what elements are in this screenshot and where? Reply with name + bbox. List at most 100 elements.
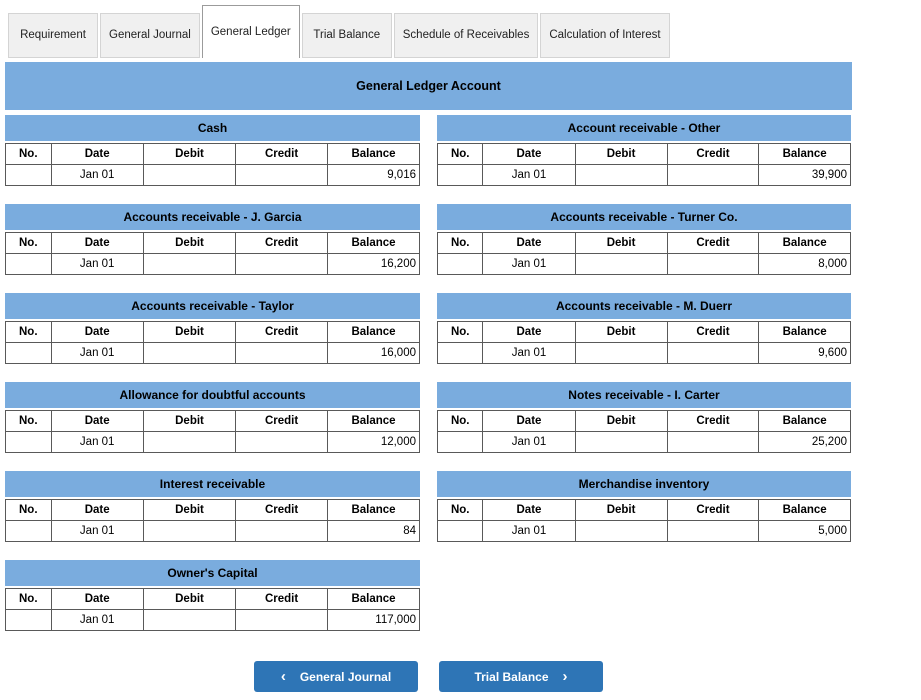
ledger-table: No. Date Debit Credit Balance Jan 01 12,000 [5,410,420,453]
ledger-table: No. Date Debit Credit Balance Jan 01 5,000 [436,499,851,542]
tab-label: Calculation of Interest [549,29,661,42]
column-header-credit: Credit [235,410,329,432]
cell-no [5,164,52,186]
cell-balance: 12,000 [327,431,420,453]
ledger-table: No. Date Debit Credit Balance Jan 01 8,000 [436,232,851,275]
cell-credit [666,342,760,364]
ledger-table: No. Date Debit Credit Balance Jan 01 84 [5,499,420,542]
column-header-balance: Balance [327,588,420,610]
tab-general-journal[interactable]: General Journal [100,13,200,58]
cell-no [5,609,52,631]
account-title: Accounts receivable - J. Garcia [5,204,420,230]
cell-no [5,431,52,453]
account-block-accounts-receivable-m-duerr: Accounts receivable - M. Duerr No. Date De… [436,293,851,364]
cell-date: Jan 01 [50,164,144,186]
cell-debit [142,164,237,186]
cell-balance: 9,600 [758,342,851,364]
ledger-data-row: Jan 01 5,000 [436,520,851,542]
cell-debit [142,253,237,275]
column-header-balance: Balance [327,143,420,165]
cell-no [436,164,484,186]
account-block-interest-receivable: Interest receivable No. Date Debit Credit Ba… [5,471,420,542]
account-block-accounts-receivable-taylor: Accounts receivable - Taylor No. Date Debi… [5,293,420,364]
account-title: Accounts receivable - Turner Co. [437,204,851,230]
account-block-accounts-receivable-turner-co: Accounts receivable - Turner Co. No. Date… [436,204,851,275]
column-header-debit: Debit [142,410,237,432]
ledger-data-row: Jan 01 25,200 [436,431,851,453]
trial-balance-button[interactable]: Trial Balance › [439,661,603,692]
column-header-date: Date [482,410,576,432]
column-header-no: No. [436,410,484,432]
cell-credit [235,253,329,275]
account-title: Interest receivable [5,471,420,497]
general-journal-button-label: General Journal [299,669,392,684]
cell-no [5,342,52,364]
cell-debit [574,520,668,542]
tab-label: Trial Balance [313,29,381,42]
ledger-header-row: No. Date Debit Credit Balance [5,143,420,165]
column-header-debit: Debit [142,588,237,610]
account-title: Merchandise inventory [437,471,851,497]
tab-label: General Journal [109,29,191,42]
cell-balance: 25,200 [758,431,851,453]
account-title: Account receivable - Other [437,115,851,141]
cell-date: Jan 01 [50,253,144,275]
ledger-table: No. Date Debit Credit Balance Jan 01 9,600 [436,321,851,364]
tab-calculation-of-interest[interactable]: Calculation of Interest [540,13,670,58]
ledger-table: No. Date Debit Credit Balance Jan 01 25,200 [436,410,851,453]
ledger-data-row: Jan 01 9,600 [436,342,851,364]
cell-balance: 84 [327,520,420,542]
cell-credit [235,164,329,186]
cell-date: Jan 01 [482,253,576,275]
column-header-debit: Debit [574,232,668,254]
cell-date: Jan 01 [482,342,576,364]
ledger-data-row: Jan 01 16,000 [5,342,420,364]
ledger-header-row: No. Date Debit Credit Balance [5,321,420,343]
cell-balance: 39,900 [758,164,851,186]
column-header-no: No. [436,321,484,343]
cell-credit [235,342,329,364]
accounts-column-right: Account receivable - Other No. Date Debit C… [436,115,851,560]
ledger-header-row: No. Date Debit Credit Balance [436,410,851,432]
column-header-credit: Credit [666,143,760,165]
cell-balance: 117,000 [327,609,420,631]
column-header-date: Date [50,321,144,343]
column-header-debit: Debit [574,499,668,521]
column-header-date: Date [50,143,144,165]
column-header-debit: Debit [142,232,237,254]
general-journal-button[interactable]: ‹ General Journal [254,661,418,692]
ledger-table: No. Date Debit Credit Balance Jan 01 117,000 [5,588,420,631]
ledger-header-row: No. Date Debit Credit Balance [436,499,851,521]
column-header-debit: Debit [142,321,237,343]
column-header-debit: Debit [142,499,237,521]
cell-balance: 16,200 [327,253,420,275]
column-header-balance: Balance [758,143,851,165]
cell-credit [666,520,760,542]
cell-balance: 8,000 [758,253,851,275]
cell-date: Jan 01 [50,342,144,364]
trial-balance-button-label: Trial Balance [474,669,549,684]
ledger-data-row: Jan 01 117,000 [5,609,420,631]
cell-date: Jan 01 [482,520,576,542]
ledger-table: No. Date Debit Credit Balance Jan 01 9,016 [5,143,420,186]
cell-date: Jan 01 [50,520,144,542]
ledger-data-row: Jan 01 39,900 [436,164,851,186]
cell-balance: 16,000 [327,342,420,364]
bottom-nav: ‹ General Journal Trial Balance › [5,661,852,692]
tab-requirement[interactable]: Requirement [8,13,98,58]
column-header-balance: Balance [327,232,420,254]
column-header-date: Date [50,499,144,521]
tab-general-ledger[interactable]: General Ledger [201,5,300,58]
cell-date: Jan 01 [482,164,576,186]
column-header-balance: Balance [758,410,851,432]
column-header-credit: Credit [666,499,760,521]
cell-debit [142,520,237,542]
column-header-no: No. [5,410,52,432]
tab-schedule-of-receivables[interactable]: Schedule of Receivables [393,13,539,58]
cell-credit [235,609,329,631]
tab-trial-balance[interactable]: Trial Balance [301,13,392,58]
cell-debit [142,342,237,364]
column-header-credit: Credit [666,321,760,343]
column-header-credit: Credit [666,232,760,254]
ledger-data-row: Jan 01 9,016 [5,164,420,186]
